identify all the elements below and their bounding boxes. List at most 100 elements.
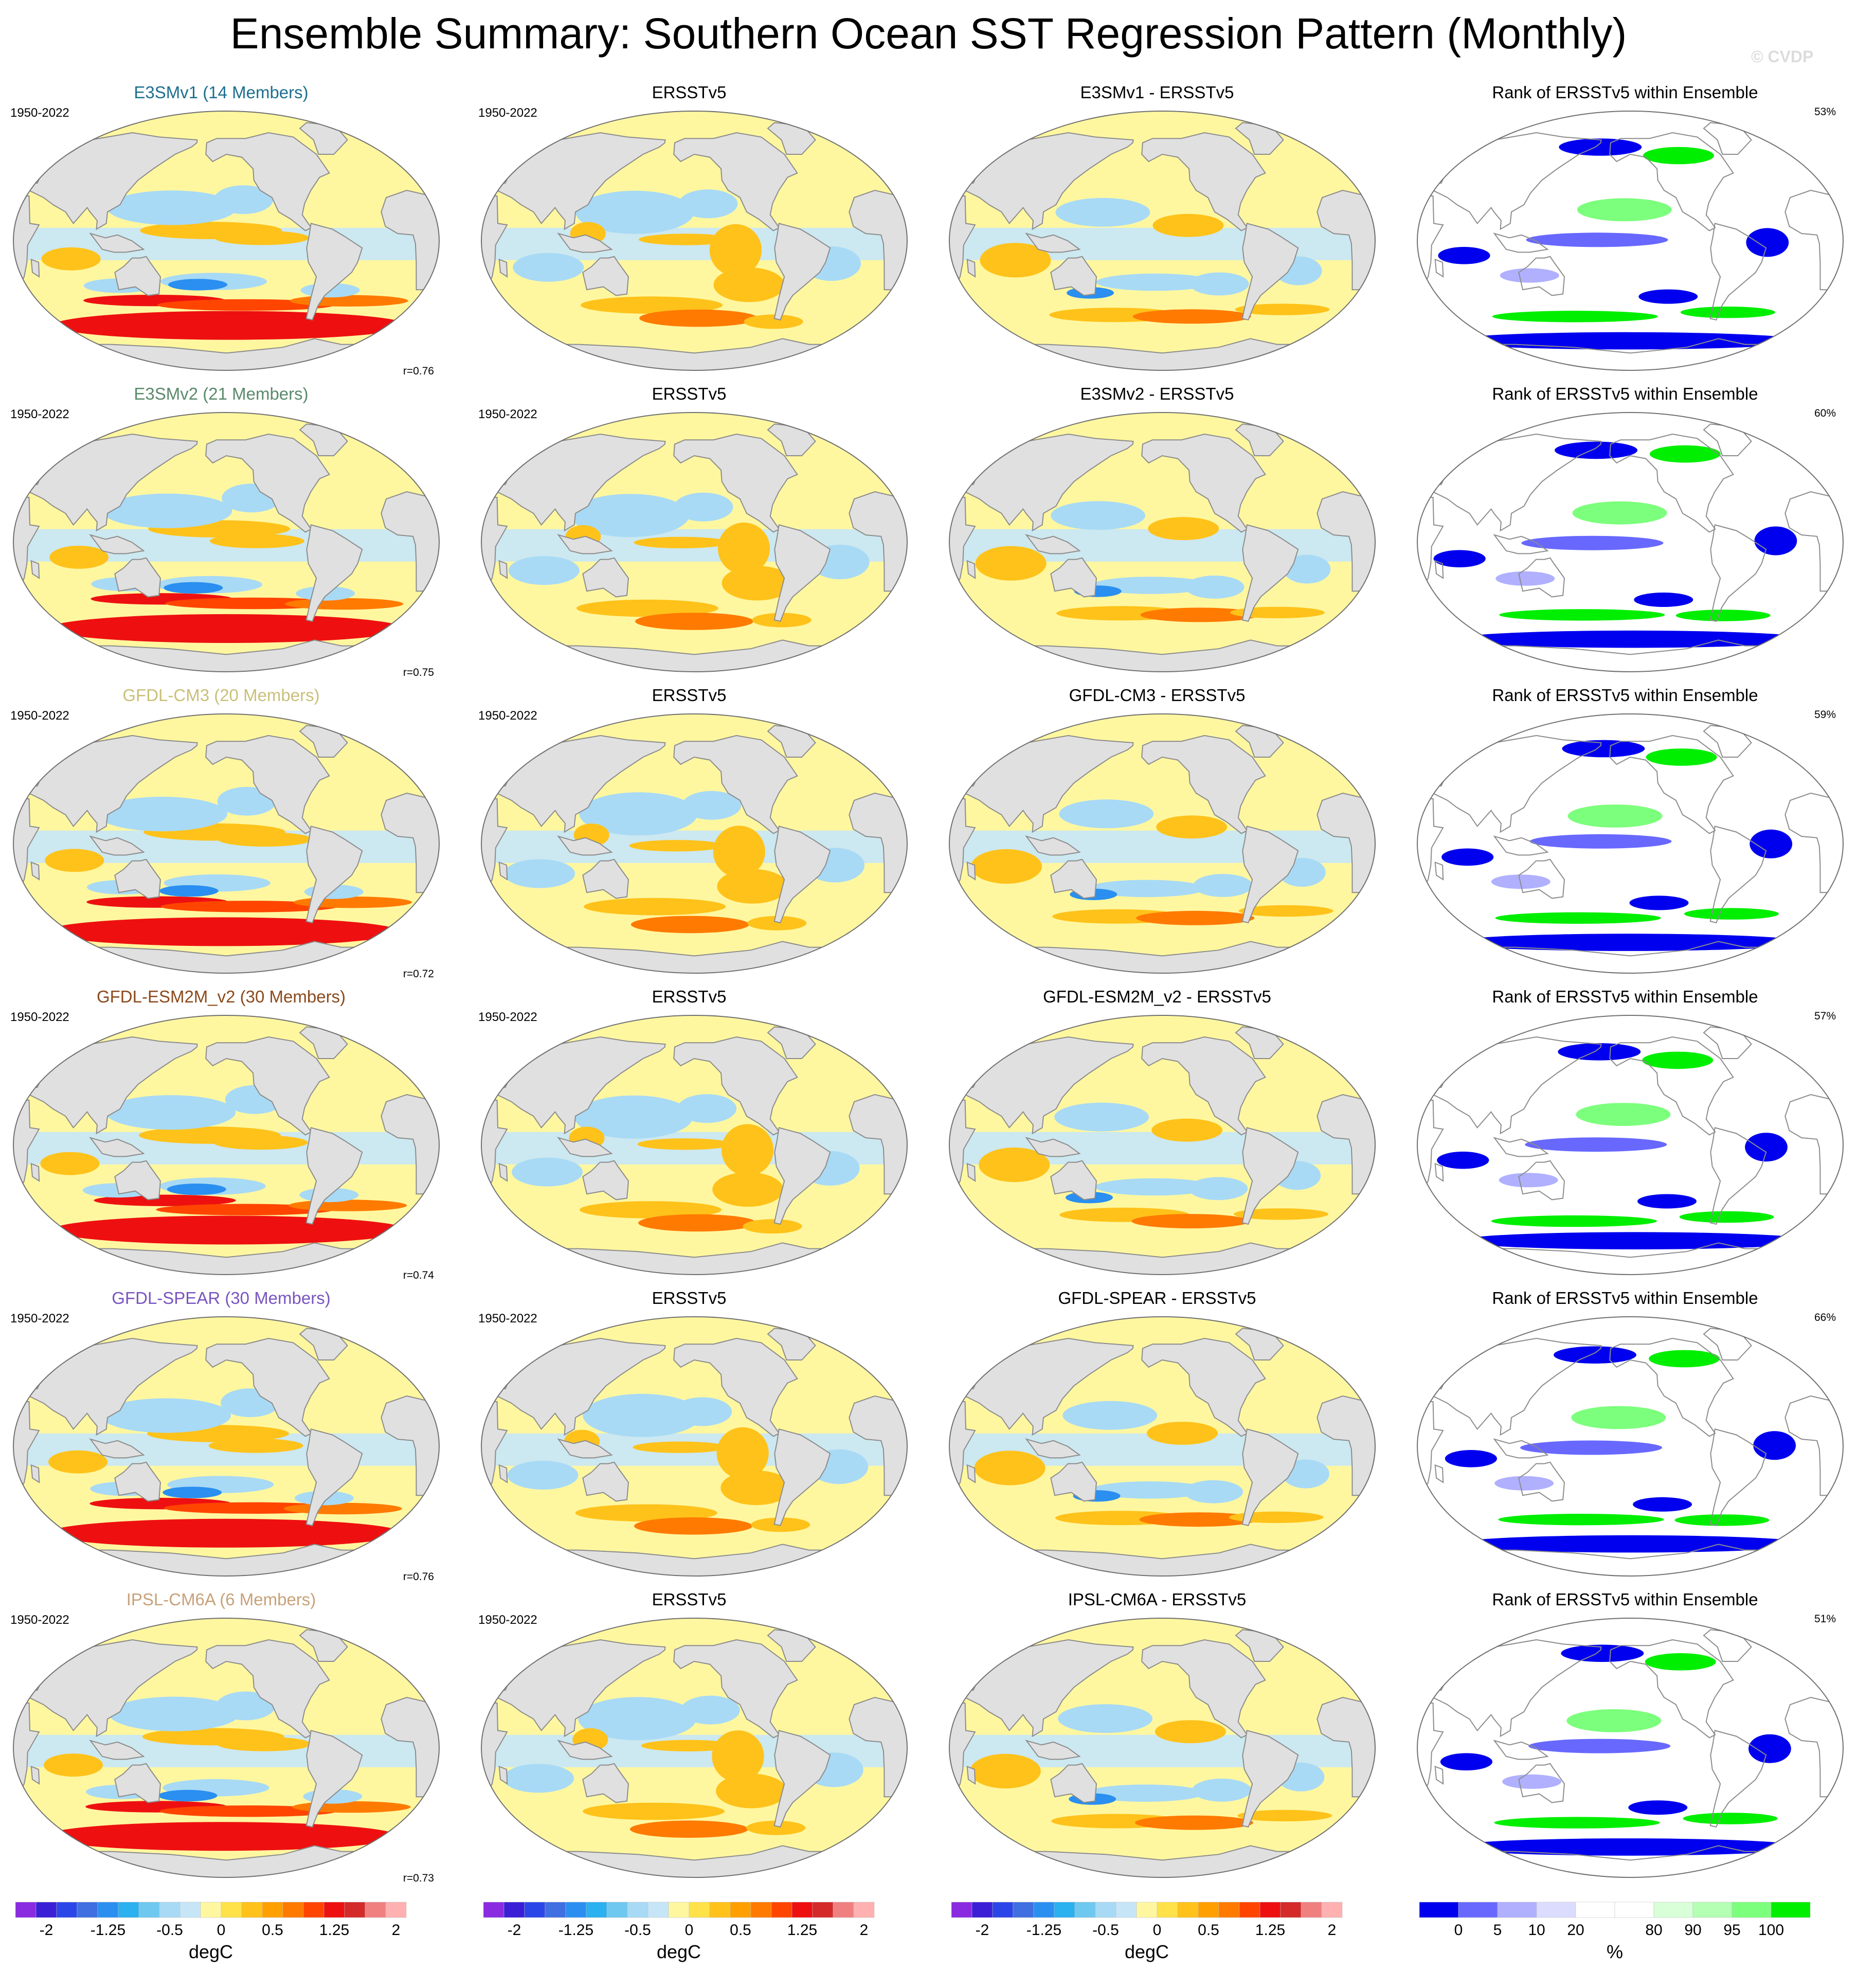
colorbar-tick-label: 1.25 xyxy=(319,1922,349,1939)
model-pattern-blob xyxy=(159,885,219,897)
obs-pattern-blob xyxy=(507,1461,579,1490)
land-africa-west xyxy=(849,491,907,592)
rank-pattern-blob xyxy=(1495,571,1555,586)
model-pattern-blob xyxy=(44,1753,103,1777)
period-label: 1950-2022 xyxy=(478,1312,537,1326)
colorbar-swatch xyxy=(365,1902,386,1918)
panel-rank-row-3: Rank of ERSSTv5 within Ensemble 59% xyxy=(1404,685,1846,994)
obs-pattern-blob xyxy=(633,1441,728,1453)
land-africa xyxy=(1417,1094,1444,1195)
map-outline xyxy=(1417,1015,1844,1275)
model-pattern-blob xyxy=(213,185,273,214)
diff-pattern-blob xyxy=(1090,1481,1209,1499)
land-australia xyxy=(114,1160,161,1201)
model-pattern-blob xyxy=(48,1518,403,1548)
rank-percent-label: 51% xyxy=(1814,1613,1836,1625)
land-madagascar xyxy=(498,1162,508,1182)
period-label: 1950-2022 xyxy=(10,1613,69,1627)
land-africa-west xyxy=(1317,1395,1375,1496)
model-pattern-blob xyxy=(97,797,227,832)
land-australia xyxy=(1518,256,1565,296)
land-australia xyxy=(114,1763,161,1803)
map-outline xyxy=(481,412,908,672)
map-outline xyxy=(949,1618,1376,1878)
rank-pattern-blob xyxy=(1561,1644,1644,1662)
rank-pattern-blob xyxy=(1680,307,1775,318)
obs-pattern-blob xyxy=(638,1214,757,1232)
land-indonesia xyxy=(557,835,613,856)
colorbar-swatch xyxy=(1259,1902,1281,1918)
map-outline xyxy=(949,412,1376,672)
colorbar-swatch xyxy=(791,1902,813,1918)
land-indonesia xyxy=(89,1740,145,1760)
panel-title: E3SMv2 - ERSSTv5 xyxy=(1080,384,1234,403)
land-africa-west xyxy=(1784,1395,1843,1496)
rank-pattern-blob xyxy=(1643,147,1714,165)
land-madagascar xyxy=(30,1464,40,1483)
rank-pattern-blob xyxy=(1746,228,1789,257)
land-africa xyxy=(13,1395,40,1496)
obs-pattern-blob xyxy=(579,792,698,836)
obs-pattern-blob xyxy=(512,1157,583,1187)
map-outline xyxy=(1417,1316,1844,1577)
rank-pattern-blob xyxy=(1494,1817,1660,1829)
model-map xyxy=(13,713,440,974)
land-south-america xyxy=(305,1127,363,1225)
map-outline xyxy=(1417,1618,1844,1878)
land-south-america xyxy=(1241,1428,1299,1527)
colorbar-swatch xyxy=(1497,1902,1537,1918)
land-australia xyxy=(1518,1160,1565,1201)
rank-pattern-blob xyxy=(1491,874,1550,889)
rank-map xyxy=(1417,412,1844,672)
model-pattern-blob xyxy=(94,1194,236,1206)
diff-pattern-blob xyxy=(1062,1401,1158,1430)
diff-pattern-blob xyxy=(1054,1102,1149,1132)
colorbar-tick-label: 2 xyxy=(392,1922,401,1939)
colorbar-tick-label: 0 xyxy=(1153,1922,1162,1939)
rank-pattern-blob xyxy=(1753,1431,1796,1460)
period-label: 1950-2022 xyxy=(10,1010,69,1024)
land-indonesia xyxy=(1025,1137,1081,1157)
diff-pattern-blob xyxy=(1131,1214,1250,1229)
colorbar-tick-label: 80 xyxy=(1645,1922,1662,1939)
colorbar-swatch xyxy=(1013,1902,1034,1918)
land-north-america xyxy=(1141,735,1266,834)
colorbar-swatch xyxy=(241,1902,263,1918)
land-australia xyxy=(114,557,161,598)
panel-title: Rank of ERSSTv5 within Ensemble xyxy=(1492,384,1758,403)
land-indonesia xyxy=(1493,534,1549,554)
model-pattern-blob xyxy=(217,1736,312,1751)
model-pattern-blob xyxy=(101,1398,231,1433)
panel-title: ERSSTv5 xyxy=(652,1288,727,1308)
panel-title: ERSSTv5 xyxy=(652,384,727,403)
land-africa-west xyxy=(1317,1696,1375,1798)
land-africa-west xyxy=(381,1395,439,1496)
panel-diff-row-4: GFDL-ESM2M_v2 - ERSSTv5 xyxy=(936,987,1378,1295)
land-south-america xyxy=(1709,223,1767,321)
colorbar-swatch xyxy=(1033,1902,1055,1918)
land-africa xyxy=(481,491,508,592)
obs-pattern-blob xyxy=(583,1802,725,1820)
obs-pattern-blob xyxy=(720,1471,792,1506)
model-pattern-blob xyxy=(213,1135,308,1150)
colorbar-swatch xyxy=(118,1902,139,1918)
panel-diff-row-1: E3SMv1 - ERSSTv5 xyxy=(936,82,1378,391)
land-indonesia xyxy=(1493,835,1549,856)
colorbar-tick-label: 0.5 xyxy=(730,1922,751,1939)
colorbar-swatch xyxy=(1771,1902,1811,1918)
rank-pattern-blob xyxy=(1499,1173,1558,1188)
land-madagascar xyxy=(30,560,40,579)
obs-pattern-blob xyxy=(712,1172,784,1207)
colorbar-swatch xyxy=(15,1902,37,1918)
model-pattern-blob xyxy=(163,1486,222,1498)
rank-pattern-blob xyxy=(1642,1051,1714,1069)
land-africa-west xyxy=(1784,1696,1843,1798)
colorbar-tick-label: 0 xyxy=(685,1922,694,1939)
panel-title: ERSSTv5 xyxy=(652,987,727,1006)
diff-map xyxy=(949,1316,1376,1577)
obs-map xyxy=(481,1618,908,1878)
colorbar-swatch xyxy=(1095,1902,1116,1918)
period-label: 1950-2022 xyxy=(10,709,69,723)
rank-pattern-blob xyxy=(1629,896,1689,910)
rank-pattern-blob xyxy=(1454,630,1810,648)
